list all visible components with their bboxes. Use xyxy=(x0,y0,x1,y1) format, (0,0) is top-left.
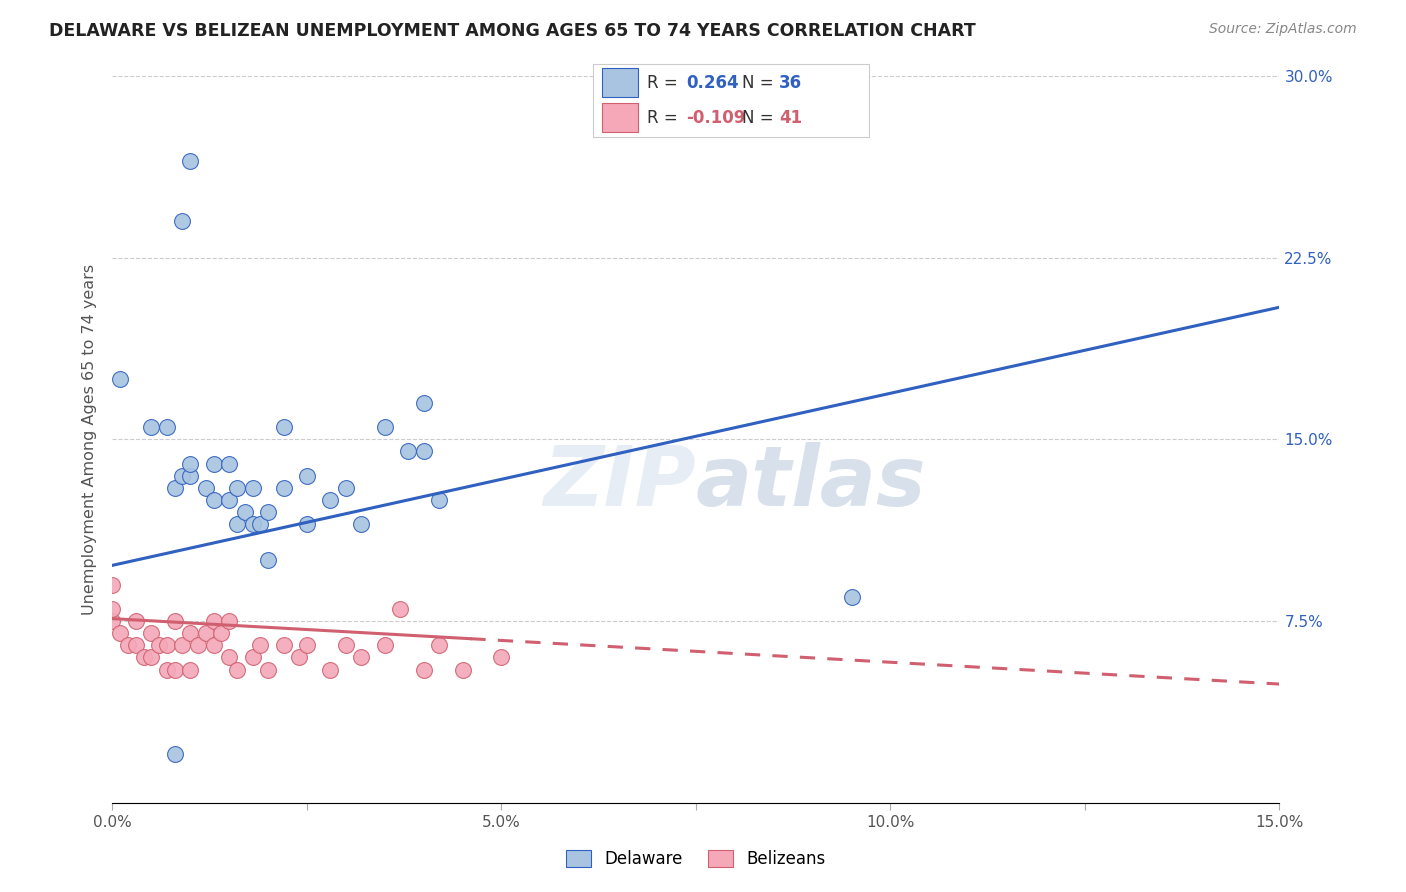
Text: N =: N = xyxy=(742,74,779,92)
Point xyxy=(389,602,412,616)
Point xyxy=(249,517,271,532)
Text: 41: 41 xyxy=(779,109,801,127)
Point xyxy=(202,492,225,507)
Point xyxy=(209,626,232,640)
Point xyxy=(163,747,186,762)
Point xyxy=(350,517,373,532)
Point xyxy=(110,372,132,386)
Text: R =: R = xyxy=(647,109,683,127)
Point xyxy=(233,505,256,519)
Point xyxy=(288,650,311,665)
Point xyxy=(226,663,249,677)
Text: 36: 36 xyxy=(779,74,801,92)
Point xyxy=(156,663,179,677)
Point xyxy=(179,663,201,677)
Point xyxy=(163,481,186,495)
Point xyxy=(226,481,249,495)
Point xyxy=(163,614,186,628)
Bar xyxy=(602,68,638,96)
Point xyxy=(427,492,450,507)
Point xyxy=(249,638,271,652)
Point xyxy=(187,638,209,652)
Point xyxy=(412,444,434,458)
Point xyxy=(218,614,240,628)
Point xyxy=(273,638,295,652)
Text: Source: ZipAtlas.com: Source: ZipAtlas.com xyxy=(1209,22,1357,37)
Point xyxy=(125,638,148,652)
Y-axis label: Unemployment Among Ages 65 to 74 years: Unemployment Among Ages 65 to 74 years xyxy=(82,264,97,615)
Point xyxy=(257,505,280,519)
Point xyxy=(101,614,124,628)
Point xyxy=(218,457,240,471)
Point xyxy=(202,457,225,471)
Point xyxy=(396,444,419,458)
Point xyxy=(117,638,139,652)
Point xyxy=(841,590,863,604)
Point xyxy=(179,457,201,471)
Point xyxy=(194,626,217,640)
Point xyxy=(179,626,201,640)
Point xyxy=(172,214,194,228)
Point xyxy=(156,638,179,652)
Bar xyxy=(602,103,638,132)
Text: R =: R = xyxy=(647,74,683,92)
Point xyxy=(141,626,163,640)
Text: ZIP: ZIP xyxy=(543,442,696,524)
Point xyxy=(319,663,342,677)
Point xyxy=(491,650,513,665)
Point xyxy=(218,492,240,507)
Point xyxy=(427,638,450,652)
FancyBboxPatch shape xyxy=(593,64,869,136)
Point xyxy=(194,481,217,495)
Text: 0.264: 0.264 xyxy=(686,74,738,92)
Point xyxy=(179,468,201,483)
Point xyxy=(451,663,474,677)
Point xyxy=(172,468,194,483)
Point xyxy=(412,663,434,677)
Point xyxy=(141,420,163,434)
Text: N =: N = xyxy=(742,109,779,127)
Point xyxy=(148,638,170,652)
Point xyxy=(125,614,148,628)
Point xyxy=(335,481,357,495)
Point xyxy=(374,420,396,434)
Point xyxy=(101,602,124,616)
Text: atlas: atlas xyxy=(696,442,927,524)
Point xyxy=(350,650,373,665)
Point xyxy=(163,663,186,677)
Point xyxy=(257,553,280,567)
Point xyxy=(141,650,163,665)
Point xyxy=(110,626,132,640)
Point xyxy=(273,481,295,495)
Point xyxy=(273,420,295,434)
Point xyxy=(295,517,318,532)
Point xyxy=(335,638,357,652)
Point xyxy=(172,638,194,652)
Point xyxy=(156,420,179,434)
Point xyxy=(218,650,240,665)
Point xyxy=(295,468,318,483)
Point xyxy=(101,578,124,592)
Point xyxy=(295,638,318,652)
Point xyxy=(202,614,225,628)
Point xyxy=(242,650,264,665)
Legend: Delaware, Belizeans: Delaware, Belizeans xyxy=(560,843,832,874)
Point xyxy=(202,638,225,652)
Point xyxy=(374,638,396,652)
Point xyxy=(132,650,155,665)
Text: DELAWARE VS BELIZEAN UNEMPLOYMENT AMONG AGES 65 TO 74 YEARS CORRELATION CHART: DELAWARE VS BELIZEAN UNEMPLOYMENT AMONG … xyxy=(49,22,976,40)
Point xyxy=(412,396,434,410)
Point xyxy=(179,153,201,168)
Text: -0.109: -0.109 xyxy=(686,109,745,127)
Point xyxy=(319,492,342,507)
Point xyxy=(242,481,264,495)
Point xyxy=(257,663,280,677)
Point xyxy=(226,517,249,532)
Point xyxy=(242,517,264,532)
